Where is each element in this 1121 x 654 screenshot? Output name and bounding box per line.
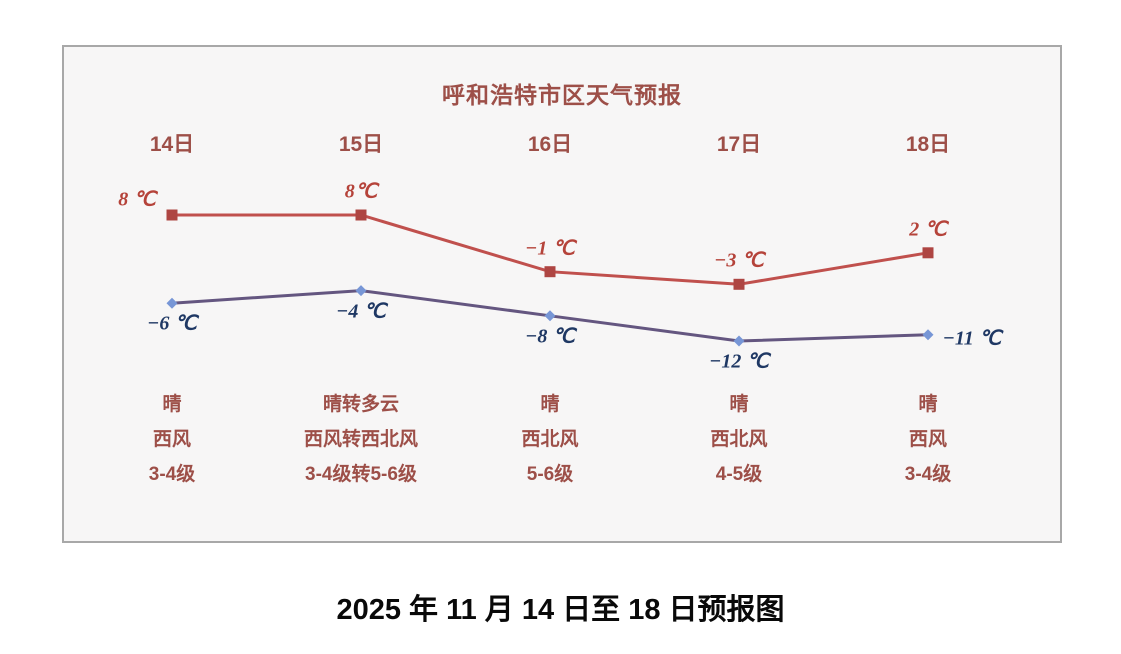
weather-wind-direction: 西风 — [152, 429, 191, 450]
weather-column: 晴西北风 5-6级 — [521, 387, 578, 492]
weather-column: 晴转多云西风转西北风 3-4级转5-6级 — [304, 387, 418, 492]
weather-column: 晴西风 3-4级 — [149, 387, 195, 492]
weather-wind-direction: 西北风 — [710, 429, 768, 450]
chart-title: 呼和浩特市区天气预报 — [442, 82, 682, 108]
square-marker — [922, 247, 934, 259]
weather-condition: 晴转多云 — [322, 394, 400, 415]
diamond-marker — [544, 310, 556, 322]
day-label: 14日 — [149, 133, 195, 156]
weather-condition: 晴 — [540, 394, 560, 415]
weather-column: 晴西北风 4-5级 — [710, 387, 767, 492]
square-marker — [166, 209, 178, 221]
square-marker — [544, 266, 556, 278]
weather-wind-level: 5-6级 — [526, 464, 574, 485]
low-temp-label: −11 ℃ — [942, 327, 1002, 350]
weather-condition: 晴 — [729, 394, 749, 415]
weather-wind-direction: 西北风 — [521, 429, 579, 450]
high-temp-label: −1 ℃ — [525, 237, 575, 260]
day-label: 18日 — [905, 133, 951, 156]
day-label: 17日 — [716, 133, 762, 156]
weather-wind-level: 3-4级 — [904, 464, 952, 485]
weather-wind-level: 3-4级转5-6级 — [305, 464, 417, 485]
weather-wind-level: 3-4级 — [148, 464, 196, 485]
weather-wind-direction: 西风转西北风 — [303, 429, 419, 450]
day-label: 16日 — [527, 133, 573, 156]
high-temp-label: 8 ℃ — [118, 188, 156, 211]
low-temp-label: −12 ℃ — [709, 350, 769, 373]
low-temp-label: −8 ℃ — [525, 325, 575, 348]
diamond-marker — [922, 329, 934, 341]
high-temp-label: 8℃ — [344, 180, 378, 203]
high-temp-label: 2 ℃ — [909, 218, 947, 241]
weather-condition: 晴 — [162, 394, 182, 415]
day-label: 15日 — [338, 133, 384, 156]
low-temp-label: −6 ℃ — [147, 312, 197, 335]
diamond-marker — [166, 297, 178, 309]
weather-column: 晴西风 3-4级 — [905, 387, 951, 492]
low-temp-label: −4 ℃ — [336, 300, 386, 323]
figure-caption: 2025 年 11 月 14 日至 18 日预报图 — [336, 594, 785, 626]
weather-wind-level: 4-5级 — [715, 464, 763, 485]
temperature-line-chart — [166, 209, 934, 347]
diamond-marker — [355, 285, 367, 297]
square-marker — [355, 209, 367, 221]
high-temp-label: −3 ℃ — [714, 249, 764, 272]
diamond-marker — [733, 335, 745, 347]
weather-condition: 晴 — [918, 394, 938, 415]
weather-wind-direction: 西风 — [908, 429, 947, 450]
square-marker — [733, 278, 745, 290]
forecast-chart-panel: 呼和浩特市区天气预报 14日 15日 16日 17日 18日 8 ℃ 8℃ −1 ℃ −3 ℃… — [62, 45, 1062, 543]
